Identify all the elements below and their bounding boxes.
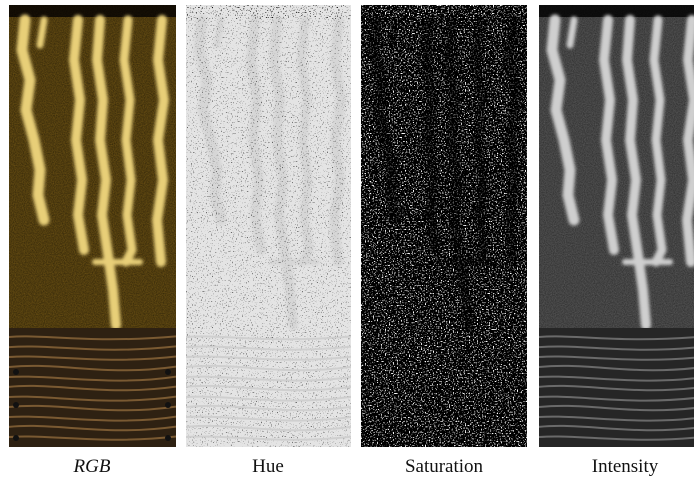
intensity-image <box>539 5 694 447</box>
panel-label: Intensity <box>592 456 659 477</box>
panel-label: RGB <box>73 456 111 477</box>
hue-image <box>186 5 351 447</box>
rgb-image <box>9 5 176 447</box>
saturation-image <box>361 5 527 447</box>
panel-label: Hue <box>252 456 284 477</box>
panel-label: Saturation <box>405 456 484 477</box>
